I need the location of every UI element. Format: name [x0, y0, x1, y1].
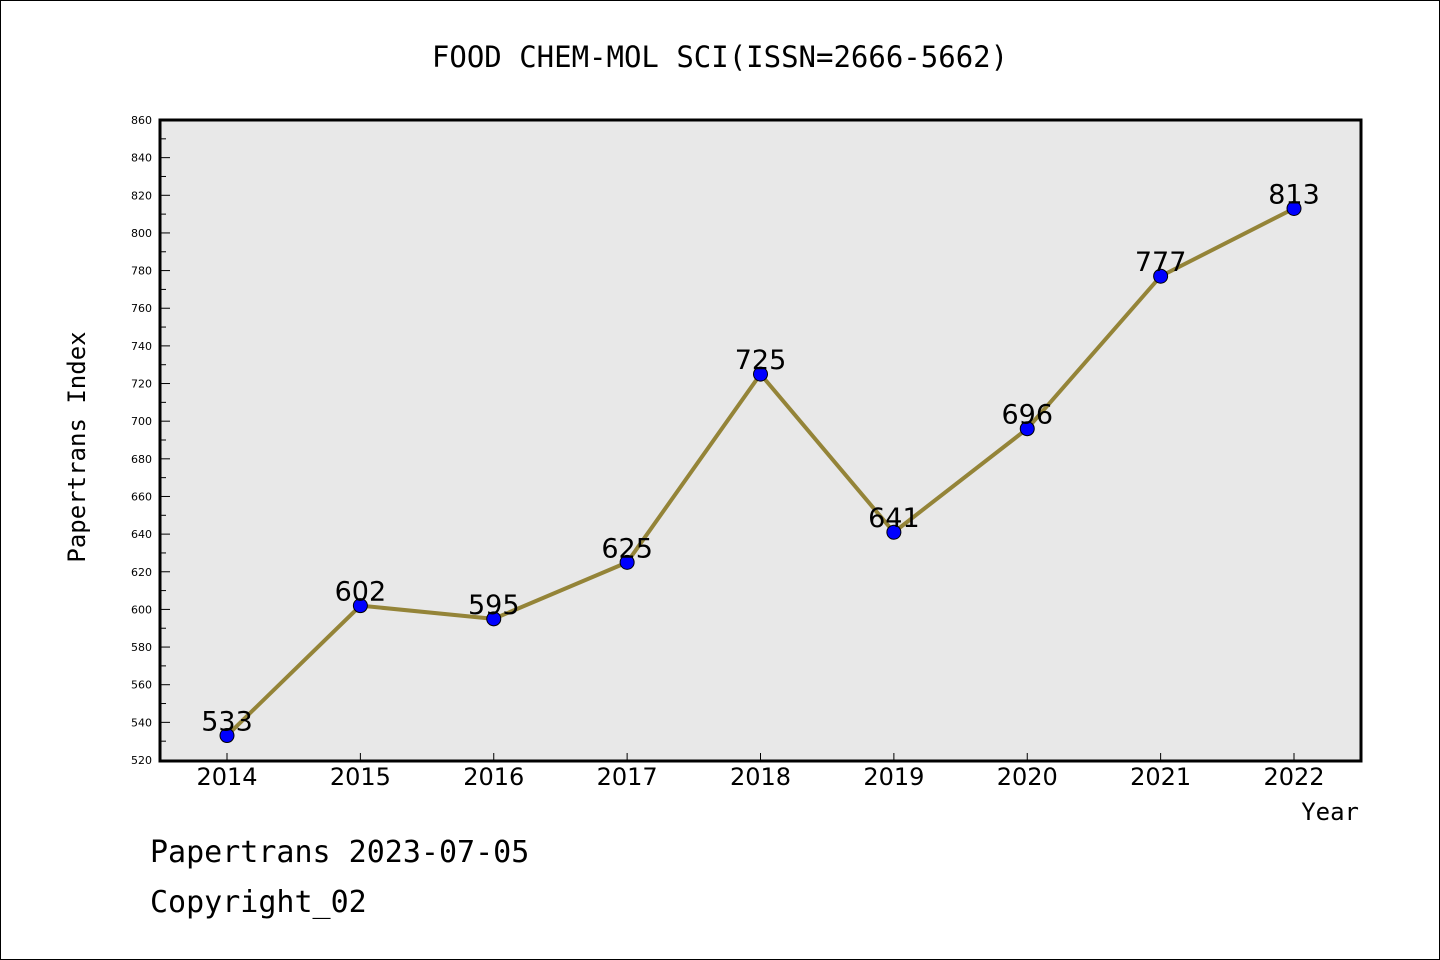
y-tick-label: 620 — [131, 566, 152, 579]
y-tick-label: 600 — [131, 603, 152, 616]
data-label-group: 533 602 595 625 725 641 696 777 813 — [201, 179, 1320, 737]
y-tick-label: 640 — [131, 528, 152, 541]
x-tick-label: 2015 — [330, 763, 391, 791]
y-tick-label: 700 — [131, 415, 152, 428]
y-axis: 520 540 560 580 600 620 640 660 680 700 720 740 760 7… — [131, 114, 170, 767]
x-tick-label: 2022 — [1263, 763, 1324, 791]
footer-date: Papertrans 2023-07-05 — [150, 835, 530, 870]
data-label: 533 — [201, 707, 253, 738]
y-tick-label: 740 — [131, 340, 152, 353]
y-tick-label: 560 — [131, 679, 152, 692]
data-point-marker — [486, 611, 502, 627]
y-tick-label: 520 — [131, 754, 152, 767]
y-axis-label: Papertrans Index — [63, 331, 91, 562]
y-tick-label: 660 — [131, 490, 152, 503]
x-tick-label: 2019 — [863, 763, 924, 791]
data-point-marker — [886, 524, 902, 540]
data-point-marker — [1286, 200, 1302, 216]
data-label: 813 — [1268, 179, 1320, 210]
marker-group — [219, 200, 1302, 744]
y-tick-label: 540 — [131, 716, 152, 729]
y-tick-label: 780 — [131, 265, 152, 278]
y-tick-label: 800 — [131, 227, 152, 240]
data-label: 595 — [468, 590, 520, 621]
y-tick-label: 720 — [131, 378, 152, 391]
data-point-marker — [619, 554, 635, 570]
data-label: 725 — [735, 345, 787, 376]
y-tick-label: 860 — [131, 114, 152, 127]
x-tick-label: 2021 — [1130, 763, 1191, 791]
data-label: 625 — [601, 533, 653, 564]
plot-area — [158, 118, 1363, 763]
data-label: 641 — [868, 503, 920, 534]
x-axis: 2014 2015 2016 2017 2018 2019 2020 2021 2022 — [196, 753, 1325, 791]
x-tick-label: 2020 — [997, 763, 1058, 791]
chart-title: FOOD CHEM-MOL SCI(ISSN=2666-5662) — [432, 40, 1008, 74]
data-label: 777 — [1135, 247, 1187, 278]
data-point-marker — [753, 366, 768, 382]
x-tick-label: 2014 — [196, 763, 257, 791]
data-point-marker — [1153, 268, 1169, 284]
x-tick-label: 2017 — [597, 763, 658, 791]
y-tick-label: 820 — [131, 189, 152, 202]
x-axis-label: Year — [1301, 798, 1359, 826]
y-tick-label: 840 — [131, 152, 152, 165]
footer-copyright: Copyright_02 — [150, 885, 367, 920]
y-tick-label: 680 — [131, 453, 152, 466]
x-tick-label: 2018 — [730, 763, 791, 791]
y-tick-label: 580 — [131, 641, 152, 654]
data-label: 602 — [335, 577, 387, 608]
y-tick-label: 760 — [131, 302, 152, 315]
data-point-marker — [352, 598, 368, 614]
data-point-marker — [1019, 421, 1035, 437]
data-point-marker — [219, 728, 235, 744]
data-label: 696 — [1001, 400, 1053, 431]
x-tick-label: 2016 — [463, 763, 524, 791]
